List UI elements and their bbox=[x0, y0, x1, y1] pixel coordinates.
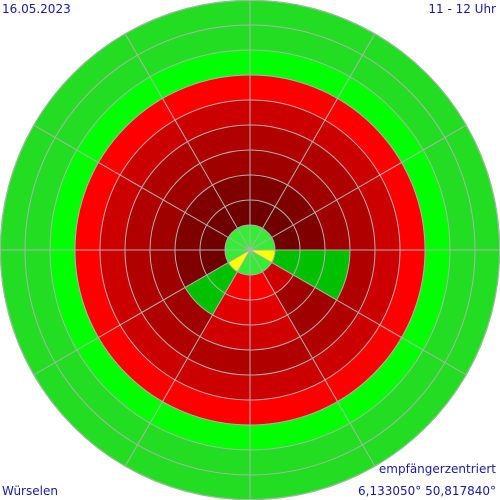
coords: 6,133050° 50,817840° bbox=[358, 484, 496, 498]
place: Würselen bbox=[2, 484, 58, 498]
spoke-line bbox=[249, 249, 467, 376]
spoke-line bbox=[124, 33, 251, 251]
time: 11 - 12 Uhr bbox=[428, 2, 496, 16]
spoke-line bbox=[249, 124, 467, 251]
spoke-line bbox=[249, 249, 376, 467]
spoke-line bbox=[249, 33, 376, 251]
spoke-line bbox=[33, 249, 251, 376]
date: 16.05.2023 bbox=[2, 2, 71, 16]
mode: empfängerzentriert bbox=[379, 462, 496, 476]
spoke-line bbox=[33, 124, 251, 251]
spoke-line bbox=[124, 249, 251, 467]
